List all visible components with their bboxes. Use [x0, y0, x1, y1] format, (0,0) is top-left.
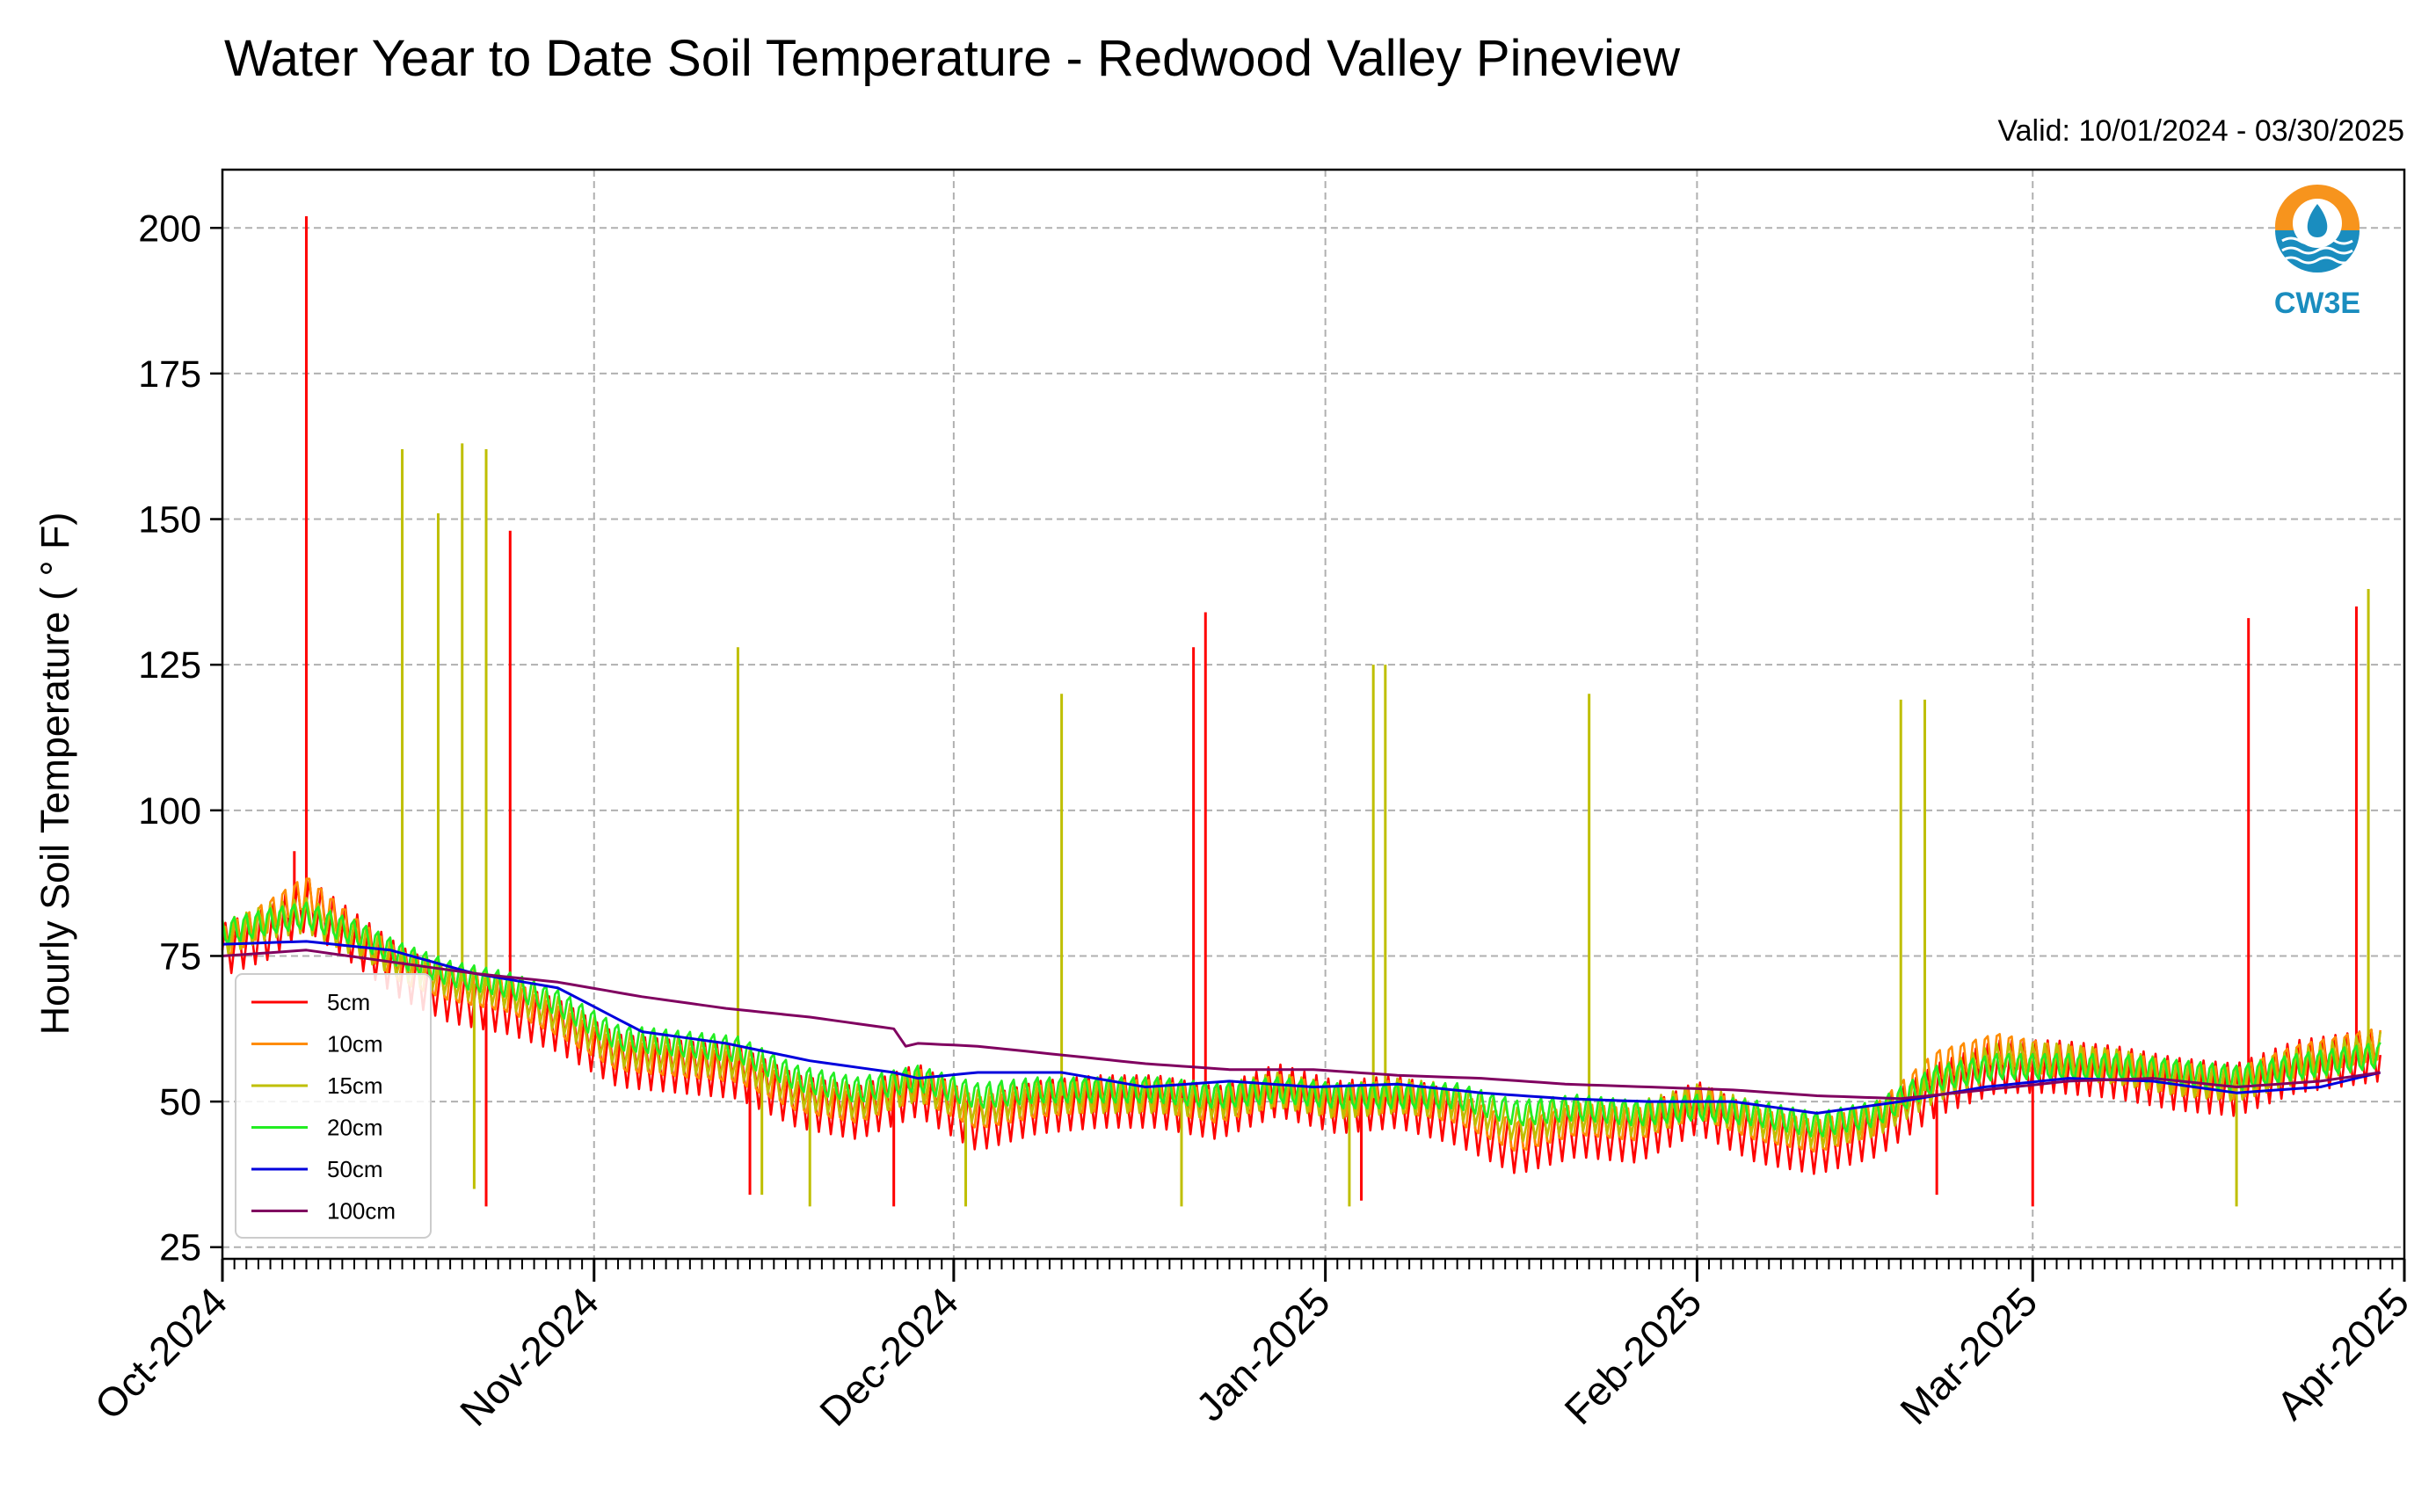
legend-label-5cm: 5cm [327, 989, 370, 1015]
droplet-icon [2307, 204, 2328, 237]
series-lines [221, 216, 2381, 1207]
series-line-50cm [222, 940, 2381, 1115]
x-tick-label: Dec-2024 [811, 1278, 967, 1435]
axes: 25 50 75 100 125 150 175 200 Oct-2024 Nov-2024 Dec… [86, 168, 2418, 1435]
cw3e-logo: CW3E [2274, 185, 2360, 320]
y-tick-label: 75 [159, 935, 201, 978]
y-tick-label: 200 [138, 207, 201, 250]
x-tick-label: Feb-2025 [1555, 1278, 1710, 1433]
y-tick-label: 125 [138, 644, 201, 687]
legend-label-15cm: 15cm [327, 1072, 383, 1099]
y-tick-label: 50 [159, 1081, 201, 1123]
series-line-100cm [222, 949, 2381, 1101]
legend-label-50cm: 50cm [327, 1156, 383, 1182]
x-tick-label: Mar-2025 [1891, 1278, 2046, 1433]
series-line-20cm [221, 901, 2381, 1138]
legend: 5cm 10cm 15cm 20cm 50cm 100cm [235, 973, 432, 1239]
x-tick-label: Apr-2025 [2267, 1278, 2418, 1428]
chart-title: Water Year to Date Soil Temperature - Re… [224, 30, 1681, 87]
y-tick-label: 150 [138, 499, 201, 542]
x-tick-label: Jan-2025 [1187, 1278, 1338, 1429]
x-tick-label: Oct-2024 [86, 1278, 236, 1428]
plot-frame [221, 168, 2406, 1261]
logo-wave [2281, 246, 2353, 255]
logo-text: CW3E [2274, 287, 2360, 320]
x-tick-label: Nov-2024 [451, 1278, 607, 1435]
legend-label-20cm: 20cm [327, 1115, 383, 1141]
y-tick-label: 100 [138, 790, 201, 832]
legend-label-10cm: 10cm [327, 1031, 383, 1058]
legend-box [235, 973, 432, 1239]
y-axis-label: Hourly Soil Temperature ( ° F) [33, 512, 77, 1036]
chart-subtitle: Valid: 10/01/2024 - 03/30/2025 [1997, 114, 2404, 148]
y-tick-label: 175 [138, 353, 201, 396]
logo-wave [2281, 256, 2353, 265]
series-line-5cm [221, 878, 2381, 1175]
legend-label-100cm: 100cm [327, 1198, 396, 1225]
y-tick-label: 25 [159, 1227, 201, 1269]
